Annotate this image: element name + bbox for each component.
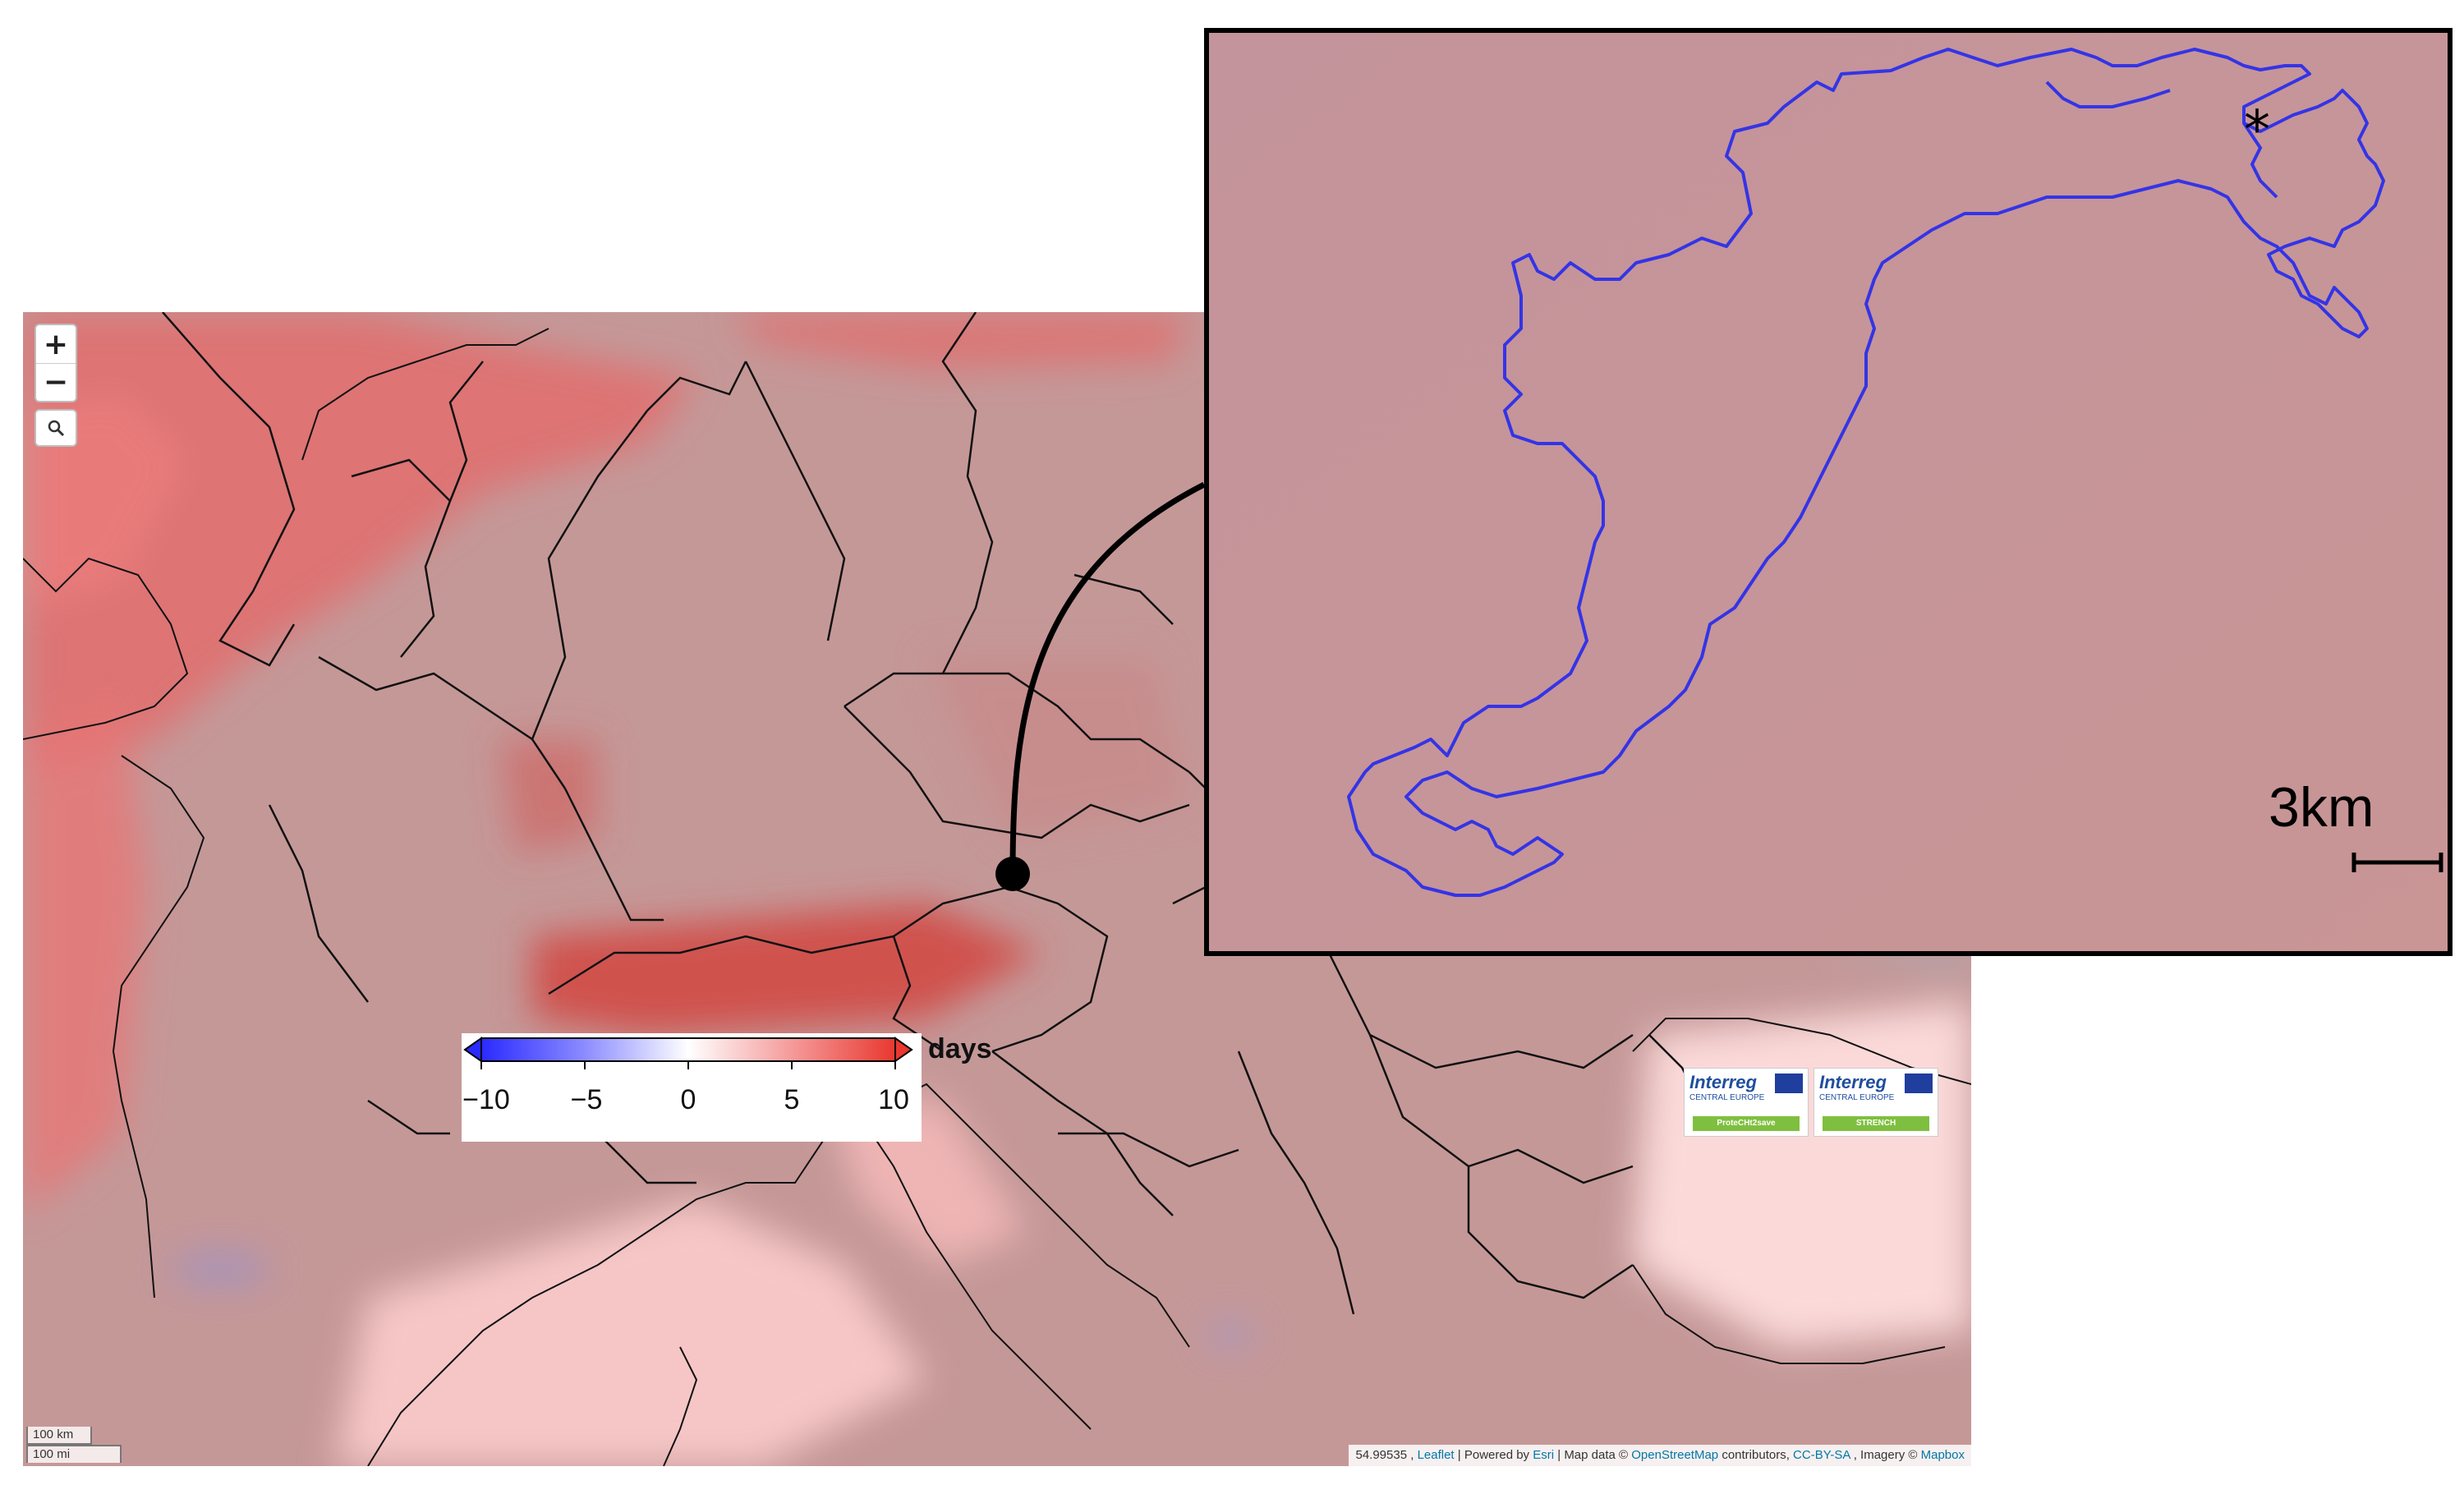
legend-tick: −5 <box>570 1084 603 1115</box>
zoom-in-button[interactable]: + <box>36 325 76 364</box>
license-link[interactable]: CC-BY-SA <box>1793 1448 1850 1462</box>
logo-sub: CENTRAL EUROPE <box>1689 1093 1765 1102</box>
logo-name: Interreg <box>1819 1072 1887 1092</box>
partner-logos: Interreg CENTRAL EUROPE ProteCHt2save In… <box>1684 1068 1938 1137</box>
station-marker: * <box>2244 100 2270 161</box>
eu-flag-icon <box>1775 1074 1803 1093</box>
eu-flag-icon <box>1905 1074 1933 1093</box>
logo-name: Interreg <box>1689 1072 1757 1092</box>
search-icon <box>48 420 65 437</box>
colorbar-right-arrow <box>894 1037 913 1063</box>
coords-readout: 54.99535 , <box>1355 1448 1414 1462</box>
legend-unit: days <box>928 1033 992 1064</box>
mapbox-link[interactable]: Mapbox <box>1920 1448 1965 1462</box>
logo-project: ProteCHt2save <box>1693 1116 1800 1131</box>
inset-scale-label: 3km <box>2269 776 2374 839</box>
esri-link[interactable]: Esri <box>1533 1448 1555 1462</box>
colorbar <box>463 1037 913 1069</box>
inset-panel: * 3km <box>1204 28 2453 956</box>
legend-tick: −10 <box>462 1084 510 1115</box>
colorbar-left-arrow <box>463 1037 482 1063</box>
interreg-logo: Interreg CENTRAL EUROPE ProteCHt2save <box>1684 1068 1809 1137</box>
legend-tick: 10 <box>878 1084 909 1115</box>
attribution-mapdata: | Map data © <box>1557 1448 1629 1462</box>
attribution-imagery: , Imagery © <box>1853 1448 1918 1462</box>
logo-sub: CENTRAL EUROPE <box>1819 1093 1895 1102</box>
leaflet-link[interactable]: Leaflet <box>1417 1448 1455 1462</box>
interreg-logo: Interreg CENTRAL EUROPE STRENCH <box>1814 1068 1938 1137</box>
legend-tick: 5 <box>784 1084 800 1115</box>
scale-km: 100 km <box>26 1427 92 1445</box>
catchment-outline: * <box>1209 33 2448 951</box>
logo-project: STRENCH <box>1823 1116 1929 1131</box>
color-legend: days −10 −5 0 5 10 <box>462 1033 992 1142</box>
attribution-contrib: contributors, <box>1722 1448 1790 1462</box>
scale-mi: 100 mi <box>26 1445 122 1463</box>
osm-link[interactable]: OpenStreetMap <box>1631 1448 1719 1462</box>
attribution-powered: | Powered by <box>1457 1448 1530 1462</box>
legend-tick: 0 <box>680 1084 696 1115</box>
zoom-control: + − <box>34 324 77 402</box>
zoom-out-button[interactable]: − <box>43 365 69 399</box>
search-button[interactable] <box>34 409 77 447</box>
colorbar-gradient <box>480 1037 896 1062</box>
map-attribution: 54.99535 , Leaflet | Powered by Esri | M… <box>1349 1445 1971 1466</box>
scale-bar: 100 km 100 mi <box>26 1427 133 1463</box>
